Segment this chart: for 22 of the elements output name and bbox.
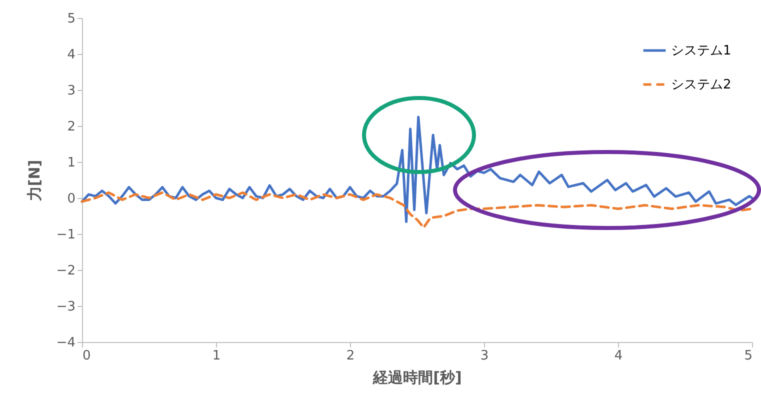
x-axis-title: 経過時間[秒] <box>372 368 462 386</box>
y-tick-label: 4 <box>67 48 76 62</box>
y-axis-title: 力[N] <box>25 160 44 202</box>
line-series <box>80 191 754 229</box>
y-tick-label: −3 <box>56 300 76 314</box>
x-tick-label: 4 <box>614 348 623 364</box>
x-tick-label: 5 <box>744 348 752 364</box>
y-tick-label: 3 <box>67 84 76 98</box>
legend-label: システム2 <box>671 78 732 92</box>
x-tick-label: 0 <box>82 348 91 364</box>
y-tick-label: 0 <box>67 192 76 206</box>
y-tick-label: 5 <box>67 12 76 26</box>
y-tick-label: −2 <box>56 264 76 278</box>
x-tick-label: 3 <box>480 348 489 364</box>
x-tick-label: 2 <box>346 348 355 364</box>
y-tick-label: −1 <box>56 228 76 242</box>
x-tick-label: 1 <box>212 348 221 364</box>
y-tick-label: 2 <box>67 120 76 134</box>
legend-label: システム1 <box>671 44 732 58</box>
line-series <box>80 116 754 224</box>
y-tick-label: 1 <box>67 156 76 170</box>
y-tick-label: −4 <box>56 336 76 350</box>
